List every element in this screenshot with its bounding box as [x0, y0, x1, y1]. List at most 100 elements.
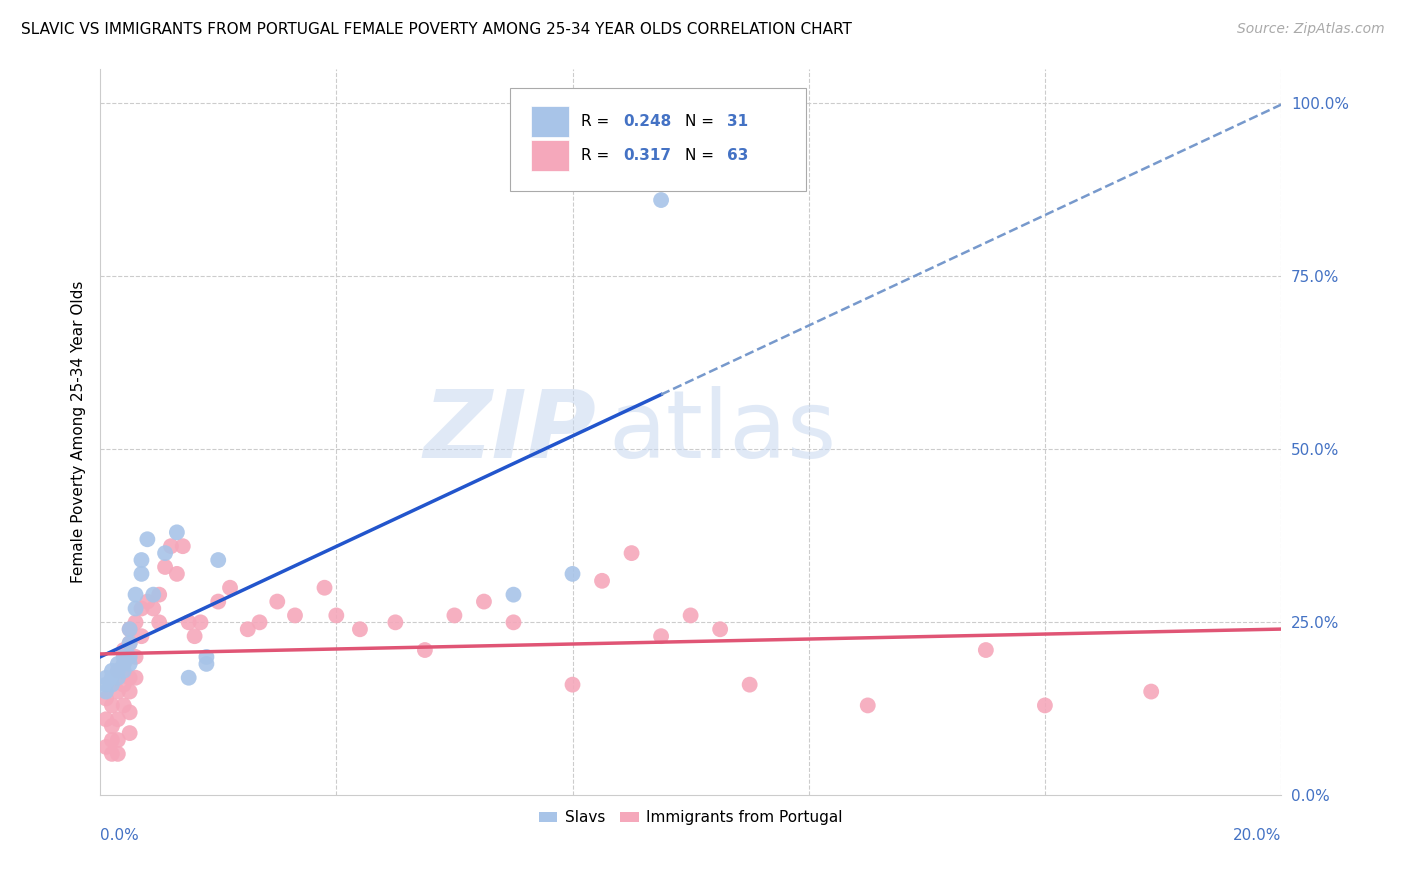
Point — [620, 546, 643, 560]
Text: 31: 31 — [727, 114, 748, 129]
Point — [118, 636, 141, 650]
Point — [314, 581, 336, 595]
Point — [679, 608, 702, 623]
Point — [118, 684, 141, 698]
Point — [118, 636, 141, 650]
Point — [112, 664, 135, 678]
Text: 20.0%: 20.0% — [1233, 828, 1281, 843]
Point — [195, 649, 218, 664]
Point — [153, 546, 176, 560]
Point — [443, 608, 465, 623]
Point — [502, 588, 524, 602]
Text: ZIP: ZIP — [423, 386, 596, 478]
Point — [112, 643, 135, 657]
Point — [195, 657, 218, 671]
Point — [107, 664, 129, 678]
Point — [502, 615, 524, 630]
FancyBboxPatch shape — [531, 106, 569, 136]
Text: atlas: atlas — [607, 386, 837, 478]
Point — [249, 615, 271, 630]
Point — [94, 671, 117, 685]
Point — [112, 649, 135, 664]
Point — [94, 712, 117, 726]
Point — [94, 678, 117, 692]
Point — [413, 643, 436, 657]
Point — [974, 643, 997, 657]
FancyBboxPatch shape — [510, 88, 807, 191]
Point — [650, 193, 672, 207]
Point — [472, 594, 495, 608]
Point — [131, 553, 153, 567]
Point — [153, 560, 176, 574]
Point — [107, 657, 129, 671]
Point — [142, 601, 165, 615]
Point — [107, 733, 129, 747]
Point — [266, 594, 288, 608]
Text: N =: N = — [685, 148, 718, 163]
Point — [177, 671, 200, 685]
Text: N =: N = — [685, 114, 718, 129]
Point — [131, 629, 153, 643]
Point — [207, 594, 229, 608]
Point — [136, 533, 159, 547]
Point — [142, 588, 165, 602]
Point — [112, 657, 135, 671]
Point — [107, 747, 129, 761]
Point — [94, 691, 117, 706]
Point — [325, 608, 347, 623]
Point — [561, 566, 583, 581]
Point — [112, 657, 135, 671]
Point — [118, 671, 141, 685]
Point — [148, 615, 170, 630]
Point — [101, 747, 124, 761]
Point — [94, 684, 117, 698]
Point — [107, 684, 129, 698]
Point — [107, 712, 129, 726]
Point — [160, 539, 183, 553]
Point — [349, 622, 371, 636]
Text: SLAVIC VS IMMIGRANTS FROM PORTUGAL FEMALE POVERTY AMONG 25-34 YEAR OLDS CORRELAT: SLAVIC VS IMMIGRANTS FROM PORTUGAL FEMAL… — [21, 22, 852, 37]
Point — [591, 574, 613, 588]
Point — [112, 678, 135, 692]
Point — [148, 588, 170, 602]
Point — [561, 678, 583, 692]
Text: R =: R = — [581, 148, 614, 163]
Point — [136, 594, 159, 608]
Point — [183, 629, 205, 643]
Point — [112, 698, 135, 713]
Point — [177, 615, 200, 630]
Point — [131, 601, 153, 615]
Point — [650, 629, 672, 643]
Text: 0.317: 0.317 — [623, 148, 671, 163]
Point — [284, 608, 307, 623]
Point — [118, 622, 141, 636]
Point — [166, 566, 188, 581]
Point — [172, 539, 194, 553]
Point — [124, 649, 146, 664]
Point — [118, 726, 141, 740]
Point — [118, 649, 141, 664]
Point — [118, 622, 141, 636]
Point — [124, 615, 146, 630]
Point — [166, 525, 188, 540]
Point — [101, 719, 124, 733]
Point — [709, 622, 731, 636]
Text: 0.0%: 0.0% — [100, 828, 139, 843]
Point — [219, 581, 242, 595]
Point — [101, 678, 124, 692]
Point — [1140, 684, 1163, 698]
Y-axis label: Female Poverty Among 25-34 Year Olds: Female Poverty Among 25-34 Year Olds — [72, 281, 86, 583]
Point — [118, 657, 141, 671]
Text: 63: 63 — [727, 148, 748, 163]
Point — [101, 733, 124, 747]
Point — [118, 706, 141, 720]
Point — [101, 671, 124, 685]
Point — [94, 739, 117, 754]
Point — [107, 664, 129, 678]
Text: Source: ZipAtlas.com: Source: ZipAtlas.com — [1237, 22, 1385, 37]
Point — [107, 671, 129, 685]
Point — [131, 566, 153, 581]
Point — [124, 671, 146, 685]
Point — [236, 622, 259, 636]
Point — [207, 553, 229, 567]
